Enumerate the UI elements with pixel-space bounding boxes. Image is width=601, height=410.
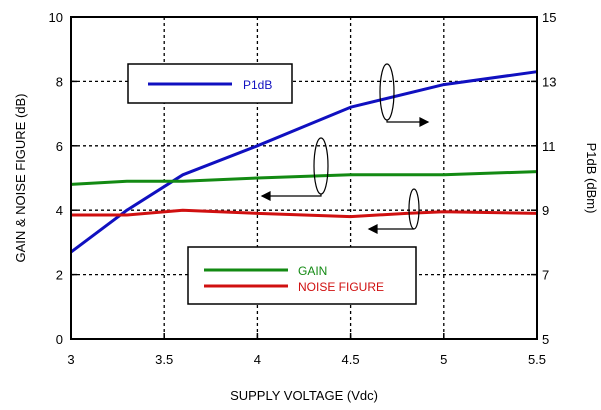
gain-left-axis-indicator xyxy=(260,137,329,201)
x-tick-label: 5 xyxy=(440,352,447,367)
y-tick-label-left: 6 xyxy=(56,139,63,154)
y-tick-label-left: 4 xyxy=(56,203,63,218)
x-tick-label: 3.5 xyxy=(155,352,173,367)
plot-frame xyxy=(70,16,538,340)
y-axis-label-right: P1dB (dBm) xyxy=(584,143,599,214)
y-tick-label-left: 2 xyxy=(56,268,63,283)
legend-lower: GAIN NOISE FIGURE xyxy=(187,246,417,305)
legend-lower-box xyxy=(187,246,417,305)
y-tick-label-left: 0 xyxy=(56,332,63,347)
y-tick-label-right: 13 xyxy=(542,74,556,89)
x-tick-label: 3 xyxy=(67,352,74,367)
series-layer xyxy=(70,70,538,254)
y-tick-label-right: 11 xyxy=(542,139,556,154)
legend-noise-figure-label: NOISE FIGURE xyxy=(298,280,384,294)
y-tick-label-left: 10 xyxy=(49,10,63,25)
legend-p1db-label: P1dB xyxy=(243,78,272,92)
y-tick-label-right: 9 xyxy=(542,203,549,218)
series-line-gain xyxy=(70,170,538,186)
x-axis-label: SUPPLY VOLTAGE (Vdc) xyxy=(230,388,378,403)
series-line-noise-figure xyxy=(71,208,538,219)
y-tick-label-right: 7 xyxy=(542,268,549,283)
x-tick-label: 4.5 xyxy=(342,352,360,367)
x-tick-label: 5.5 xyxy=(528,352,546,367)
y-tick-label-right: 15 xyxy=(542,10,556,25)
axis-indicators xyxy=(260,63,430,234)
x-tick-label: 4 xyxy=(254,352,261,367)
legend-gain-label: GAIN xyxy=(298,264,327,278)
y-tick-label-right: 5 xyxy=(542,332,549,347)
axis-ticks: 3 3.5 4 4.5 5 5.5 0 2 4 6 8 10 5 7 9 11 13 15 xyxy=(49,10,557,367)
y-tick-label-left: 8 xyxy=(56,74,63,89)
legend-upper: P1dB xyxy=(127,63,293,104)
y-axis-label-left: GAIN & NOISE FIGURE (dB) xyxy=(13,93,28,262)
noise-figure-left-axis-indicator xyxy=(367,188,420,234)
p1db-right-axis-indicator xyxy=(379,63,430,127)
series-line-p1db xyxy=(70,70,538,254)
